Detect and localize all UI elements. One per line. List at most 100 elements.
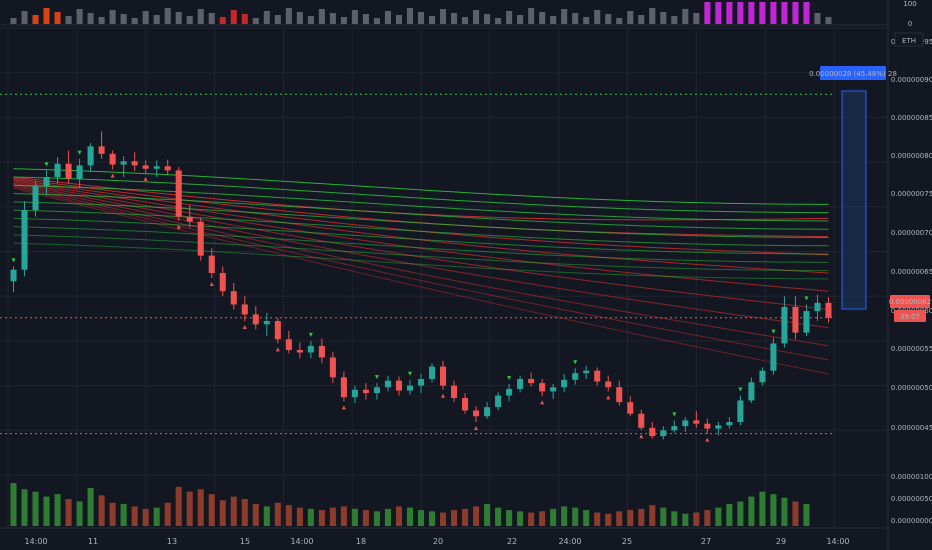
red-ribbon-line <box>13 181 829 292</box>
top-indicator-bar <box>825 17 832 24</box>
signal-arrow <box>804 296 809 301</box>
top-indicator-bar <box>340 17 347 24</box>
green-ribbon-line <box>13 184 829 222</box>
x-tick-label: 14:00 <box>290 537 313 546</box>
red-ribbon-line <box>13 182 829 310</box>
x-tick-label: 18 <box>356 537 366 546</box>
countdown-label: 39:07 <box>900 313 920 321</box>
top-indicator-bar <box>32 15 39 24</box>
volume-bar <box>792 501 799 526</box>
measure-label: 0.00000028 (45.48%) 28 <box>809 70 897 78</box>
right-price-axis <box>887 0 932 550</box>
volume-bar <box>43 496 50 526</box>
top-indicator-bar <box>395 15 403 24</box>
top-indicator-bar <box>43 8 50 24</box>
candle-body <box>296 350 303 353</box>
volume-bar <box>318 510 325 526</box>
candle-body <box>770 343 777 371</box>
top-indicator-bar <box>693 13 700 24</box>
top-indicator-bar <box>241 14 248 24</box>
candle-body <box>98 146 105 154</box>
green-ribbon-line <box>13 234 829 272</box>
top-indicator-bar <box>230 10 237 24</box>
top-indicator-bar <box>583 17 590 24</box>
top-indicator-bar <box>186 16 193 24</box>
candle-body <box>539 383 546 392</box>
candle-body <box>362 389 369 394</box>
volume-bar <box>451 510 458 526</box>
candle-body <box>406 385 414 391</box>
green-ribbon-line <box>13 242 829 280</box>
top-indicator-bar <box>362 14 369 24</box>
top-indicator-bar <box>814 13 821 24</box>
volume-bar <box>715 507 722 526</box>
volume-bar <box>340 506 347 526</box>
candle-body <box>759 370 766 383</box>
top-indicator-bar <box>803 2 810 24</box>
top-axis-labels: 100 0 <box>903 0 916 28</box>
top-indicator-bar <box>109 10 116 24</box>
countdown-box <box>894 310 926 322</box>
signal-arrow <box>474 426 479 431</box>
candle-body <box>351 389 358 398</box>
candle-body <box>373 387 380 394</box>
candle-body <box>186 216 193 222</box>
signal-arrow <box>341 405 346 410</box>
volume-bar <box>616 511 623 526</box>
volume-bar <box>252 503 259 526</box>
volume-bar <box>76 501 83 526</box>
volume-bar <box>770 494 777 526</box>
top-indicator-bar <box>318 9 325 24</box>
volume-bar <box>803 503 810 526</box>
volume-tick-label: 0.00000000 <box>891 517 932 525</box>
green-ribbon-line <box>13 226 829 263</box>
measure-label-box <box>820 66 886 80</box>
candle-body <box>726 422 733 426</box>
candle-body <box>109 153 116 165</box>
top-indicator-bar <box>76 9 83 24</box>
price-badge-box <box>890 295 930 308</box>
signal-arrow <box>606 395 611 400</box>
top-indicator-bar <box>781 2 788 24</box>
candle-body <box>693 420 700 424</box>
candle-body <box>175 170 182 217</box>
candle-body <box>737 400 744 423</box>
volume-tick-label: 0.00000050 <box>891 495 932 503</box>
price-tick-label: 0.00000080 <box>891 152 932 160</box>
top-indicator-bar <box>87 13 94 24</box>
top-indicator-bar <box>594 10 601 24</box>
top-indicator-bar <box>65 16 72 24</box>
top-indicator-bar <box>649 8 656 24</box>
volume-bar <box>98 495 105 526</box>
volume-bar <box>781 497 788 526</box>
x-tick-label: 13 <box>167 537 177 546</box>
volume-bar <box>230 496 237 526</box>
x-tick-labels: 14:00 11 13 15 14:00 18 20 22 24:00 25 2… <box>24 537 849 546</box>
signal-arrow <box>143 176 148 181</box>
candle-body <box>462 398 469 411</box>
candle-body <box>65 163 72 179</box>
volume-bar <box>351 508 358 526</box>
volume-bar <box>54 494 61 526</box>
candle-body <box>814 302 821 312</box>
candle-body <box>638 413 645 428</box>
volume-bar <box>109 502 116 526</box>
top-bars <box>10 2 832 24</box>
volume-bar <box>65 499 72 526</box>
volume-bar <box>186 491 193 526</box>
top-indicator-bar <box>417 12 425 24</box>
volume-bar <box>285 505 292 526</box>
price-tick-label: 0.00000045 <box>891 424 932 432</box>
top-indicator-bar <box>197 9 204 24</box>
volume-bar <box>473 506 480 526</box>
green-ribbon-line <box>13 176 829 214</box>
top-indicator-bar <box>439 9 447 24</box>
volume-bar <box>506 510 513 526</box>
top-indicator-bar <box>737 2 744 24</box>
top-indicator-bar <box>21 11 28 24</box>
volume-axis-labels: 0.00000100 0.00000050 0.00000000 <box>891 473 932 525</box>
signal-arrow <box>374 375 379 380</box>
signal-arrow <box>407 371 412 376</box>
volume-bar <box>32 491 39 526</box>
